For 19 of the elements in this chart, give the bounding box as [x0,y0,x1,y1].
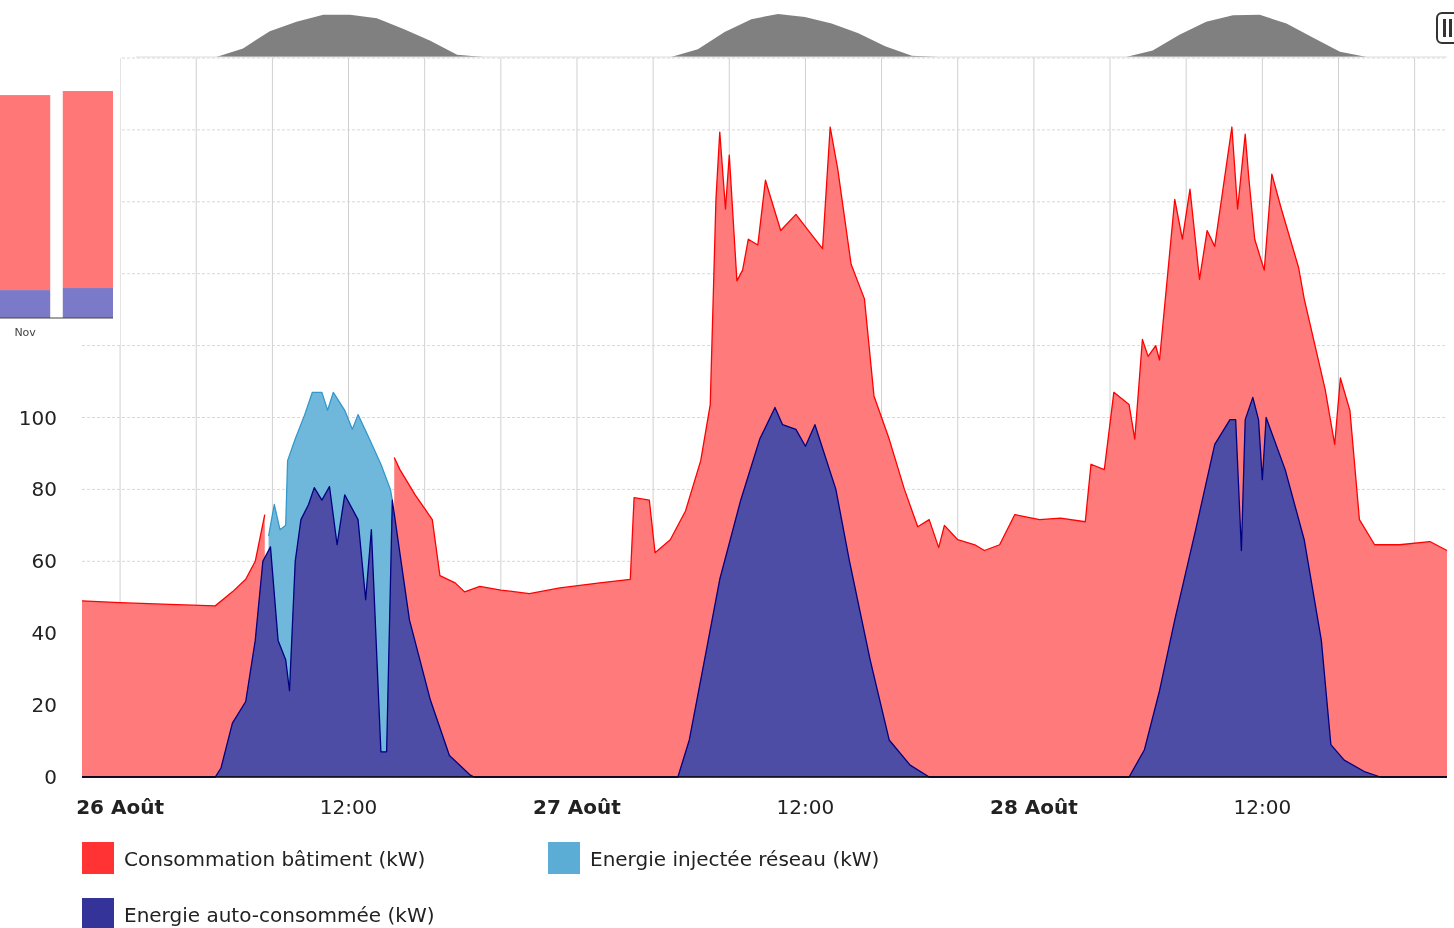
x-tick-label: 12:00 [319,795,378,819]
y-tick-label: 80 [31,477,57,502]
y-tick-label: 20 [31,693,57,718]
x-tick-label: Nov [14,326,37,339]
y-tick-label: 60 [31,549,57,574]
x-tick-label: 27 Août [533,795,622,819]
y-tick-label: 40 [31,621,57,646]
y-tick-label: 100 [18,405,57,430]
x-tick-label: 12:00 [776,795,835,819]
x-tick-label: 26 Août [76,795,165,819]
legend-label: Consommation bâtiment (kW) [124,847,426,871]
x-tick-label: 12:00 [1233,795,1292,819]
legend-label: Energie auto-consommée (kW) [124,903,435,927]
bar [62,288,113,318]
legend-label: Energie injectée réseau (kW) [590,847,880,871]
bar [0,290,51,318]
x-tick-label: 28 Août [989,795,1079,819]
bar [0,95,51,291]
y-tick-label: 0 [44,765,57,789]
